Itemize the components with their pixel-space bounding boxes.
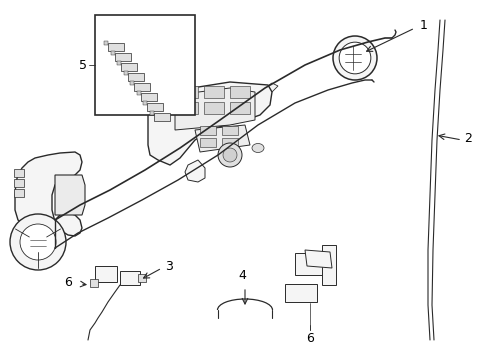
Bar [90, 279, 98, 287]
Text: 3: 3 [165, 260, 173, 273]
Polygon shape [195, 125, 250, 152]
Bar [95, 266, 117, 282]
Bar [130, 81, 134, 85]
Polygon shape [108, 43, 124, 51]
Circle shape [339, 42, 371, 74]
Text: 4: 4 [238, 269, 246, 282]
Polygon shape [127, 73, 144, 81]
Polygon shape [55, 175, 85, 215]
Bar [200, 126, 216, 135]
Polygon shape [265, 83, 278, 92]
Bar [295, 253, 323, 275]
Circle shape [223, 148, 237, 162]
Bar [285, 284, 317, 302]
Bar [230, 86, 250, 98]
Bar [178, 102, 198, 114]
Bar [14, 179, 24, 187]
Bar [14, 189, 24, 197]
Polygon shape [134, 83, 150, 91]
Bar [178, 86, 198, 98]
Bar [230, 102, 250, 114]
Bar [222, 126, 238, 135]
Bar [200, 138, 216, 147]
Bar [95, 15, 195, 115]
Polygon shape [141, 93, 156, 101]
Bar [120, 271, 140, 285]
Circle shape [218, 143, 242, 167]
Polygon shape [148, 82, 272, 165]
Circle shape [10, 214, 66, 270]
Bar [14, 169, 24, 177]
Bar [137, 91, 141, 95]
Text: 1: 1 [420, 18, 428, 32]
Bar [117, 61, 121, 65]
Circle shape [20, 224, 56, 260]
Text: 2: 2 [464, 131, 472, 144]
Bar [204, 86, 224, 98]
Ellipse shape [252, 144, 264, 153]
Bar [322, 245, 336, 285]
Polygon shape [153, 113, 170, 121]
Polygon shape [185, 160, 205, 182]
Bar [222, 138, 238, 147]
Bar [104, 41, 108, 45]
Circle shape [333, 36, 377, 80]
Polygon shape [115, 53, 130, 61]
Bar [111, 51, 115, 55]
Text: 6: 6 [306, 332, 314, 345]
Text: 6: 6 [64, 276, 72, 289]
Polygon shape [121, 63, 137, 71]
Polygon shape [147, 103, 163, 111]
Text: 5: 5 [79, 59, 87, 72]
Polygon shape [15, 152, 82, 236]
Bar [138, 274, 146, 282]
Bar [123, 71, 127, 75]
Bar [204, 102, 224, 114]
Bar [143, 101, 147, 105]
Polygon shape [175, 88, 255, 130]
Polygon shape [305, 250, 332, 268]
Bar [149, 111, 153, 115]
